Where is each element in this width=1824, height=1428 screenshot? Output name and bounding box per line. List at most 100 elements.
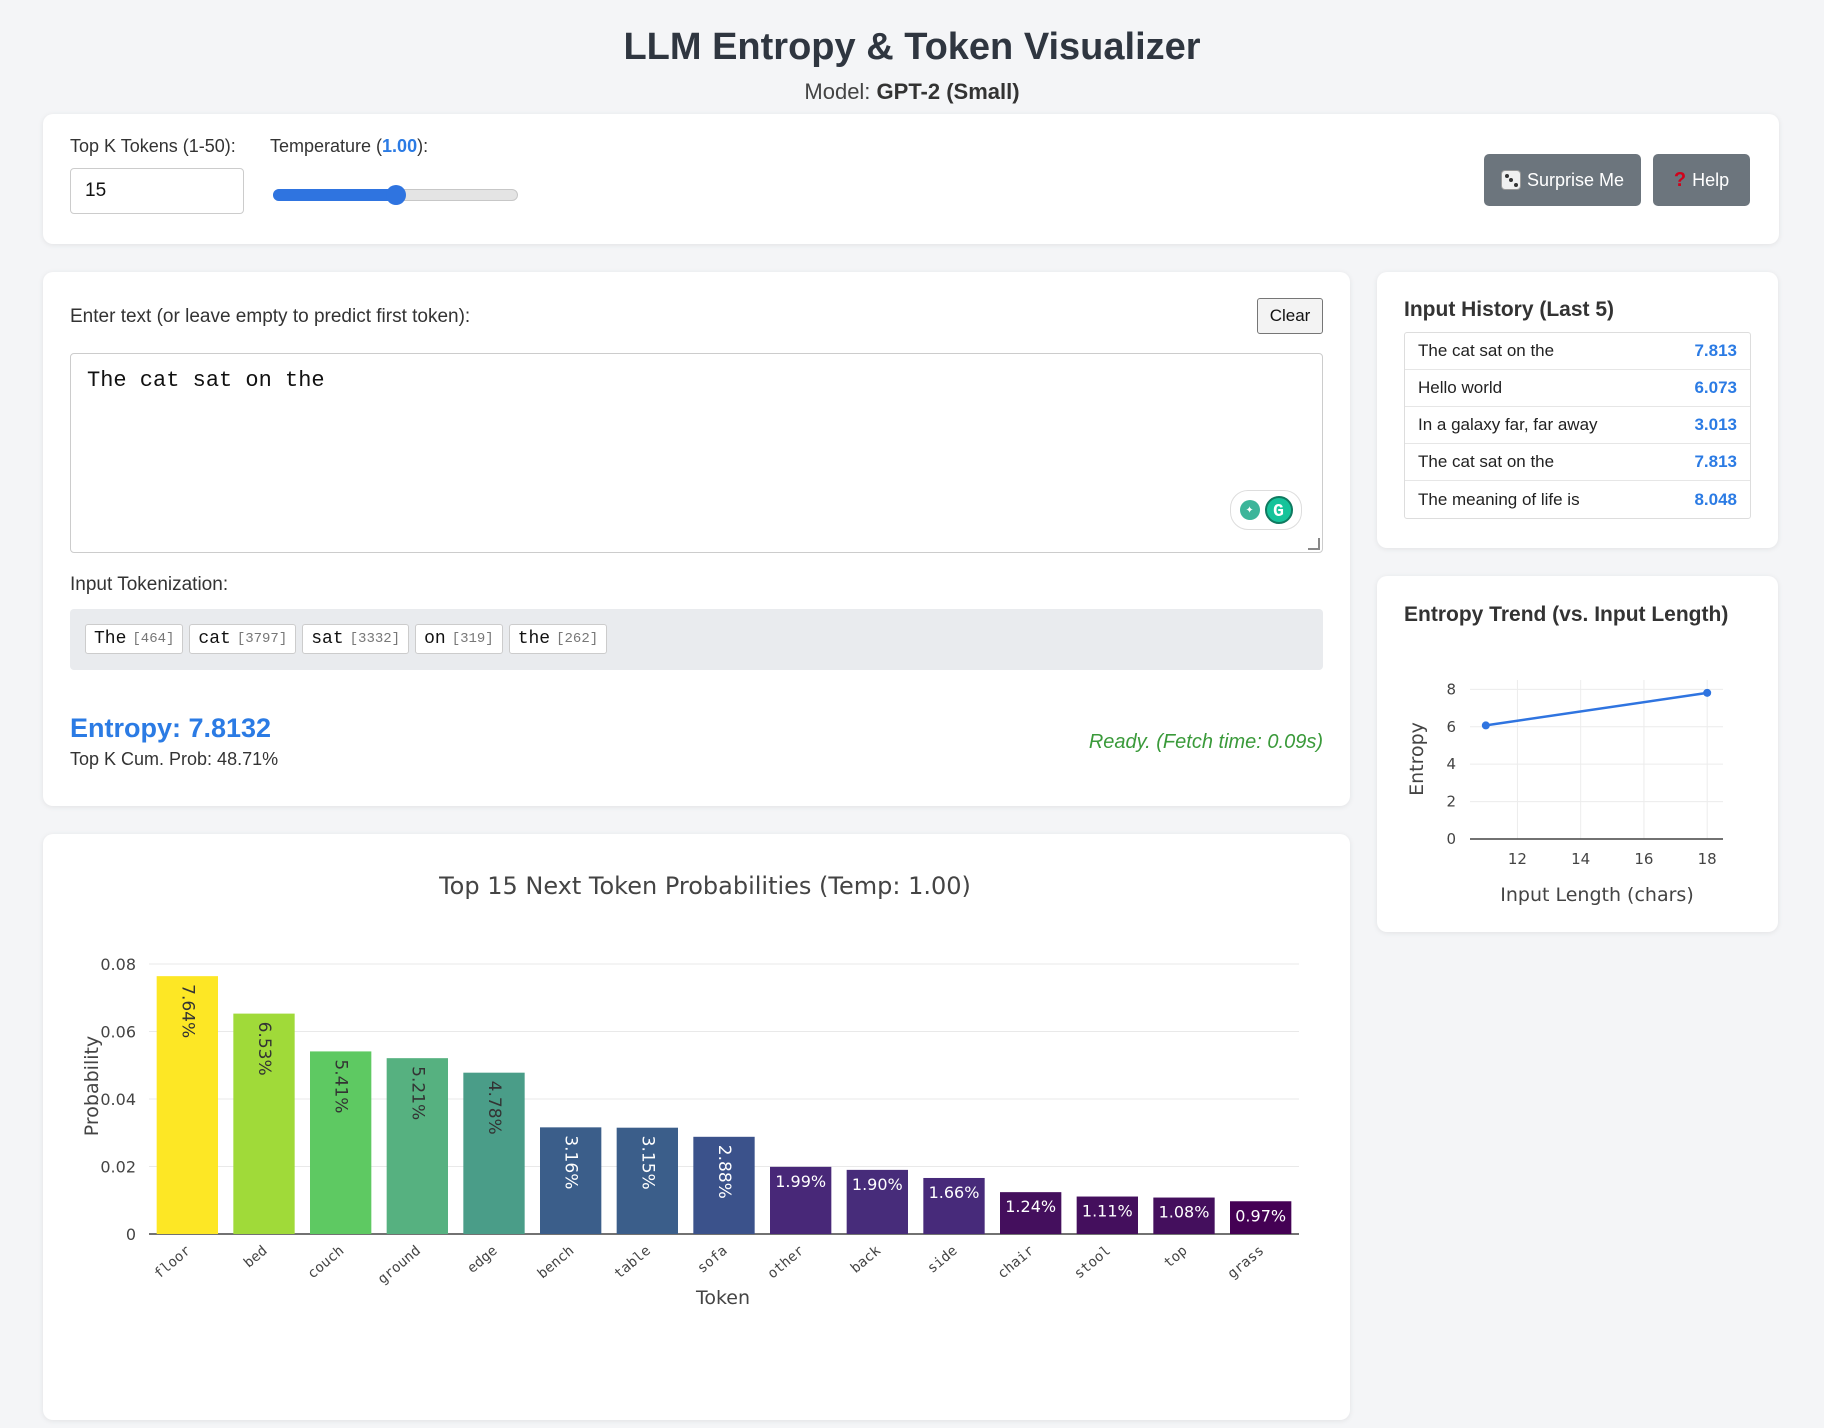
token-chip: sat [3332] [302, 624, 410, 654]
bar-value-label: 0.97% [1235, 1206, 1286, 1225]
entropy-trend-chart: 0 2 4 6 8 12 14 16 18 Input Length (chars) Entropy [1406, 680, 1723, 906]
bar-floor[interactable] [156, 976, 218, 1234]
grammarly-icon[interactable]: G [1264, 496, 1293, 524]
history-title: Input History (Last 5) [1404, 298, 1615, 321]
chart-title: Top 15 Next Token Probabilities (Temp: 1… [438, 872, 971, 900]
bar-other[interactable] [770, 1166, 832, 1234]
x-tick-label: table [611, 1243, 654, 1282]
help-label: Help [1692, 169, 1730, 190]
temperature-slider[interactable] [273, 184, 518, 205]
prompt-label: Enter text (or leave empty to predict fi… [70, 306, 471, 327]
bar-value-label: 4.78% [484, 1081, 504, 1135]
resize-handle-icon[interactable] [1308, 538, 1320, 550]
token-text: cat [198, 629, 231, 649]
surprise-me-label: Surprise Me [1526, 169, 1625, 190]
x-tick-label: stool [1071, 1243, 1114, 1282]
x-tick-label: bed [241, 1243, 271, 1272]
x-tick-label: sofa [694, 1243, 730, 1277]
trend-point[interactable] [1481, 721, 1490, 730]
x-tick-label: couch [305, 1243, 348, 1282]
temperature-label: Temperature (1.00): [270, 136, 428, 157]
history-table: The cat sat on the 7.813 Hello world 6.073 I… [1404, 332, 1751, 519]
bar-value-label: 3.16% [561, 1135, 581, 1189]
bar-value-label: 5.41% [331, 1059, 351, 1113]
y-tick-label: 0 [1446, 830, 1456, 848]
history-entropy: 7.813 [1694, 452, 1737, 471]
token-list: The [464] cat [3797] sat [3332] on [319] the [262… [70, 609, 1323, 670]
history-row[interactable]: In a galaxy far, far away 3.013 [1405, 407, 1750, 444]
temperature-value: 1.00 [382, 136, 418, 156]
slider-fill [273, 189, 396, 201]
bar-value-label: 5.21% [407, 1066, 427, 1120]
y-tick-label: 4 [1446, 755, 1456, 773]
bar-table[interactable] [616, 1127, 678, 1234]
history-text: Hello world [1418, 378, 1503, 397]
bar-value-label: 3.15% [637, 1136, 657, 1190]
bar-back[interactable] [846, 1169, 908, 1234]
token-id: [3797] [236, 631, 288, 647]
token-text: sat [311, 629, 344, 649]
model-name: GPT-2 (Small) [876, 79, 1020, 104]
x-tick-label: 12 [1508, 850, 1527, 868]
bar-couch[interactable] [310, 1051, 372, 1234]
bar-value-label: 1.90% [852, 1175, 903, 1194]
bar-bench[interactable] [540, 1127, 602, 1234]
bar-value-label: 2.88% [714, 1145, 734, 1199]
history-row[interactable]: The cat sat on the 7.813 [1405, 444, 1750, 481]
x-axis-title: Token [695, 1287, 750, 1309]
history-text: In a galaxy far, far away [1418, 415, 1598, 434]
bar-value-label: 1.24% [1005, 1197, 1056, 1216]
x-axis-title: Input Length (chars) [1500, 884, 1693, 906]
lightbulb-icon[interactable]: ✦ [1239, 500, 1260, 520]
trend-panel: Entropy Trend (vs. Input Length) 0 2 4 6 8 12… [1377, 576, 1778, 932]
page-title: LLM Entropy & Token Visualizer [623, 26, 1201, 68]
bar-top[interactable] [1153, 1197, 1215, 1234]
history-entropy: 3.013 [1694, 415, 1737, 434]
token-id: [319] [451, 631, 494, 647]
surprise-me-button[interactable]: Surprise Me [1484, 154, 1641, 206]
clear-button[interactable]: Clear [1257, 298, 1323, 334]
slider-thumb[interactable] [385, 185, 406, 205]
x-tick-label: grass [1225, 1243, 1268, 1282]
bar-side[interactable] [923, 1177, 985, 1234]
history-text: The cat sat on the [1418, 452, 1555, 471]
topk-input[interactable] [70, 168, 244, 214]
x-tick-label: edge [464, 1243, 500, 1277]
y-axis-title: Probability [81, 1036, 103, 1136]
x-tick-label: side [924, 1243, 960, 1277]
history-row[interactable]: The meaning of life is 8.048 [1405, 481, 1750, 518]
x-tick-label: other [765, 1243, 808, 1282]
x-tick-label: 14 [1571, 850, 1590, 868]
tokenization-label: Input Tokenization: [70, 574, 229, 595]
trend-point[interactable] [1703, 688, 1712, 697]
bar-bed[interactable] [233, 1013, 295, 1234]
token-text: on [424, 629, 446, 649]
dice-icon [1500, 170, 1521, 190]
y-tick-label: 0.06 [100, 1023, 136, 1042]
token-chip: The [464] [85, 624, 184, 654]
bar-edge[interactable] [463, 1072, 525, 1234]
grammarly-widget[interactable]: ✦ G [1230, 490, 1302, 530]
bar-ground[interactable] [386, 1058, 448, 1234]
cumulative-probability: Top K Cum. Prob: 48.71% [70, 749, 279, 769]
history-row[interactable]: The cat sat on the 7.813 [1405, 333, 1750, 370]
text-input[interactable]: The cat sat on the ✦ G [70, 353, 1323, 553]
token-text: the [517, 629, 551, 649]
trend-title: Entropy Trend (vs. Input Length) [1404, 603, 1729, 626]
token-chip: the [262] [508, 624, 608, 654]
bar-chair[interactable] [1000, 1192, 1062, 1234]
temperature-label-suffix: ): [417, 136, 429, 156]
history-entropy: 8.048 [1694, 489, 1737, 509]
bar-grass[interactable] [1230, 1201, 1292, 1234]
status-text: Ready. (Fetch time: 0.09s) [1088, 731, 1323, 753]
history-row[interactable]: Hello world 6.073 [1405, 370, 1750, 407]
bar-sofa[interactable] [693, 1136, 755, 1234]
bar-stool[interactable] [1076, 1196, 1138, 1234]
help-button[interactable]: ? Help [1653, 154, 1750, 206]
y-tick-label: 2 [1446, 793, 1456, 811]
token-text: The [94, 629, 127, 649]
token-chip: on [319] [415, 624, 503, 654]
history-panel: Input History (Last 5) The cat sat on th… [1377, 272, 1778, 548]
history-entropy: 7.813 [1694, 341, 1737, 360]
question-mark-icon: ? [1673, 168, 1687, 191]
